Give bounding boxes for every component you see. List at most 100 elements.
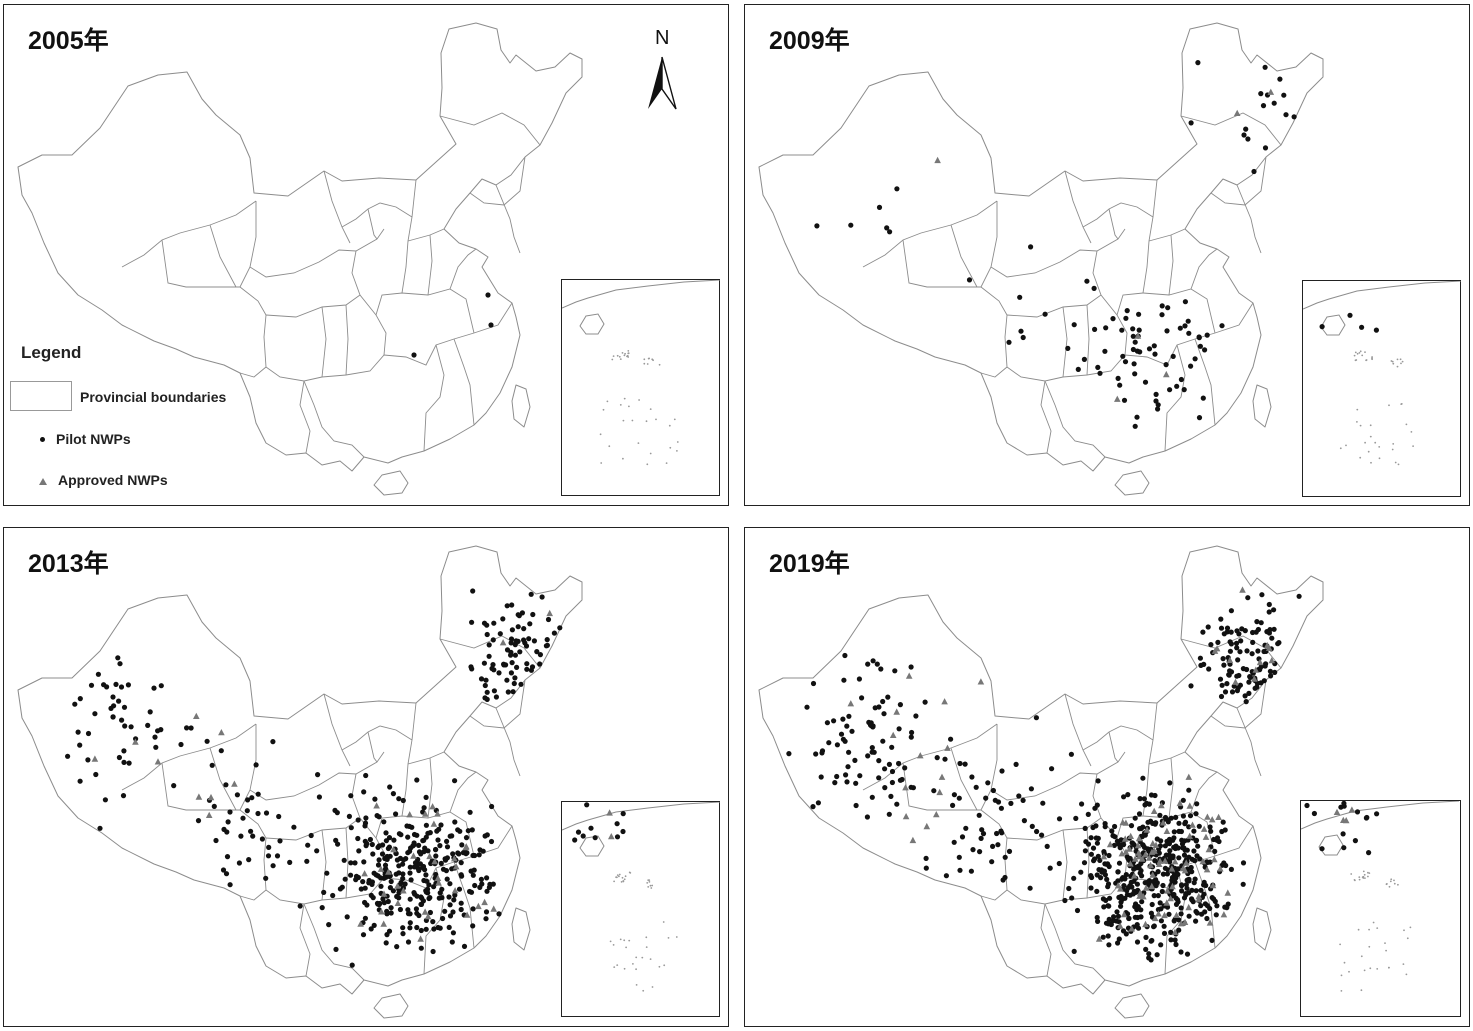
pilot-nwp-point: [450, 909, 456, 915]
pilot-nwp-point: [1082, 825, 1088, 831]
provincial-boundary-swatch: [10, 381, 72, 411]
pilot-nwp-point: [880, 738, 886, 744]
pilot-nwp-point: [998, 805, 1004, 811]
pilot-nwp-point: [1028, 786, 1034, 792]
pilot-nwp-point: [527, 621, 533, 627]
pilot-nwp-point: [882, 785, 888, 791]
pilot-nwp-point: [378, 875, 384, 881]
pilot-nwp-point: [1233, 640, 1240, 646]
pilot-nwp-point: [315, 772, 321, 778]
pilot-nwp-point: [171, 783, 177, 789]
pilot-nwp-point: [1132, 815, 1138, 821]
pilot-nwp-point: [1125, 911, 1131, 917]
approved-nwp-point: [406, 811, 413, 818]
pilot-nwp-point: [431, 926, 437, 932]
pilot-nwp-point: [1212, 848, 1218, 854]
pilot-nwp-point: [1006, 848, 1013, 854]
pilot-nwp-point: [1139, 899, 1145, 905]
pilot-nwp-point: [865, 661, 871, 667]
pilot-nwp-point: [824, 720, 830, 726]
pilot-nwp-point: [1166, 911, 1172, 917]
pilot-nwp-point: [1109, 828, 1115, 834]
approved-nwp-point: [1161, 911, 1168, 919]
pilot-nwp-point: [465, 828, 471, 834]
pilot-nwp-point: [810, 804, 816, 810]
pilot-nwp-point: [1188, 864, 1194, 871]
pilot-nwp-point: [93, 771, 99, 778]
pilot-nwp-point: [367, 836, 373, 843]
approved-nwp-point: [1211, 647, 1219, 654]
pilot-nwp-point: [407, 911, 413, 917]
pilot-nwp-point: [248, 828, 254, 834]
pilot-nwp-point: [614, 834, 621, 840]
approved-nwp-point: [1135, 835, 1143, 842]
pilot-nwp-point: [1183, 892, 1189, 898]
pilot-nwp-point: [411, 890, 417, 896]
pilot-nwp-point: [1224, 625, 1231, 631]
pilot-nwp-point: [1020, 797, 1026, 803]
pilot-nwp-point: [1213, 912, 1219, 918]
pilot-nwp-point: [1090, 845, 1097, 851]
pilot-nwp-point: [423, 794, 429, 800]
pilot-nwp-point: [488, 838, 495, 845]
pilot-nwp-point: [426, 882, 432, 888]
pilot-nwp-point: [348, 825, 354, 831]
pilot-nwp-point: [1114, 838, 1120, 844]
approved-nwp-point: [1181, 918, 1189, 925]
pilot-nwp-point: [396, 870, 402, 876]
pilot-nwp-point: [1180, 813, 1186, 819]
approved-nwp-point: [1142, 851, 1149, 858]
pilot-nwp-point: [1173, 941, 1179, 948]
pilot-nwp-point: [386, 928, 393, 934]
pilot-nwp-point: [444, 838, 450, 844]
approved-nwp-point: [1161, 857, 1169, 864]
pilot-nwp-point: [244, 808, 250, 814]
pilot-nwp-point: [384, 856, 390, 862]
pilot-nwp-point: [896, 726, 902, 732]
pilot-nwp-point: [1195, 843, 1201, 849]
pilot-nwp-point: [110, 694, 116, 700]
pilot-nwp-point: [361, 859, 367, 865]
pilot-nwp-point: [358, 886, 364, 892]
pilot-nwp-point: [1178, 905, 1184, 911]
pilot-nwp-point: [400, 931, 406, 937]
pilot-nwp-point: [1101, 868, 1107, 874]
pilot-nwp-point: [407, 920, 413, 926]
pilot-nwp-point: [1182, 819, 1189, 825]
pilot-nwp-point: [1240, 881, 1246, 887]
approved-nwp-point: [431, 858, 438, 865]
pilot-nwp-point: [869, 794, 875, 800]
pilot-nwp-point: [1218, 625, 1225, 631]
pilot-nwp-point: [122, 723, 128, 729]
approved-nwp-point: [1206, 919, 1214, 926]
pilot-nwp-point: [485, 292, 491, 298]
pilot-nwp-point: [116, 754, 122, 761]
pilot-nwp-point: [1047, 865, 1053, 871]
approved-nwp-point: [923, 822, 931, 830]
pilot-nwp-point: [1151, 343, 1157, 349]
pilot-nwp-point: [1218, 616, 1224, 622]
approved-nwp-point: [434, 874, 442, 881]
pilot-nwp-point: [438, 822, 444, 828]
pilot-nwp-point: [108, 705, 114, 711]
approved-nwp-point: [1211, 856, 1218, 863]
pilot-nwp-point: [1173, 814, 1179, 820]
pilot-nwp-point: [874, 661, 880, 667]
pilot-nwp-point: [1157, 812, 1163, 818]
approved-nwp-point: [1263, 641, 1271, 649]
pilot-nwp-point: [1223, 862, 1229, 869]
pilot-nwp-point: [1143, 934, 1149, 940]
pilot-nwp-point: [1268, 673, 1274, 679]
pilot-nwp-point: [88, 682, 95, 688]
pilot-nwp-point: [483, 916, 489, 922]
pilot-nwp-point: [1243, 699, 1249, 705]
pilot-nwp-point: [1186, 330, 1192, 336]
pilot-nwp-point: [435, 837, 441, 843]
pilot-nwp-point: [976, 812, 982, 818]
pilot-nwp-point: [486, 642, 492, 648]
pilot-nwp-point: [512, 675, 518, 681]
pilot-nwp-point: [158, 727, 164, 733]
pilot-nwp-point: [223, 871, 230, 877]
approved-nwp-point: [1163, 370, 1170, 378]
pilot-nwp-point: [274, 853, 281, 859]
